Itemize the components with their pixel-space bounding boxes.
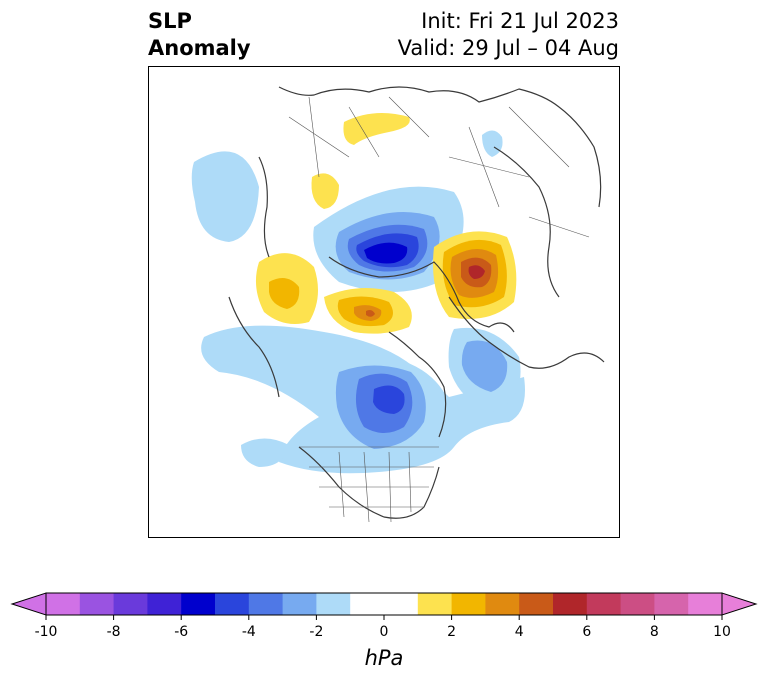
- anomaly-scandinavia: [343, 113, 410, 145]
- colorbar-tick-label: 6: [582, 624, 592, 640]
- anomaly-siberia-peak: [468, 265, 485, 279]
- colorbar-unit: hPa: [364, 646, 404, 670]
- colorbar-tick-label: -10: [34, 624, 58, 640]
- colorbar-cell: [620, 593, 655, 615]
- country-borders: [288, 96, 590, 523]
- anomaly-deep-blue: [356, 233, 419, 414]
- colorbar-over-extension: [721, 592, 758, 616]
- colorbar-cell: [46, 593, 81, 615]
- colorbar-cell: [519, 593, 554, 615]
- anomaly-atlantic-orange: [269, 278, 300, 309]
- colorbar-cell: [79, 593, 115, 615]
- forecast-dates: Init: Fri 21 Jul 2023 Valid: 29 Jul – 04…: [398, 8, 619, 62]
- colorbar-cell: [485, 593, 520, 615]
- colorbar-cell: [181, 593, 216, 615]
- title-line-slp: SLP: [148, 9, 192, 33]
- colorbar-cell: [417, 593, 453, 615]
- map-title: SLP Anomaly: [148, 8, 251, 62]
- colorbar-tick-label: -8: [106, 624, 121, 640]
- colorbar-cell: [654, 593, 689, 615]
- colorbar-cell: [384, 593, 419, 615]
- anomaly-pacific-south: [241, 438, 289, 467]
- colorbar-cell: [553, 593, 588, 615]
- colorbar-cell: [113, 593, 148, 615]
- anomaly-positive: [255, 113, 517, 334]
- anomaly-map: [148, 66, 620, 538]
- anomaly-bering-small: [482, 130, 503, 157]
- colorbar: [10, 592, 758, 620]
- colorbar-ticks: [45, 615, 723, 620]
- anomaly-europe-small: [311, 173, 339, 209]
- anomaly-east-pacific-mid: [461, 340, 508, 392]
- colorbar-cell: [316, 593, 351, 615]
- colorbar-cell: [586, 593, 622, 615]
- colorbar-tick-label: 10: [713, 624, 731, 640]
- colorbar-tick-label: 8: [649, 624, 659, 640]
- colorbar-cell: [248, 593, 284, 615]
- colorbar-cell: [451, 593, 486, 615]
- init-date: Init: Fri 21 Jul 2023: [421, 9, 619, 33]
- map-canvas: [191, 86, 605, 523]
- title-line-anomaly: Anomaly: [148, 36, 251, 60]
- coastlines: [228, 86, 605, 519]
- anomaly-greenland-peak: [366, 310, 375, 317]
- colorbar-cell: [147, 593, 182, 615]
- colorbar-tick-label: 4: [514, 624, 524, 640]
- valid-date: Valid: 29 Jul – 04 Aug: [397, 36, 619, 60]
- colorbar-tick-label: -4: [241, 624, 256, 640]
- anomaly-north-atlantic: [191, 151, 259, 242]
- colorbar-cells: [46, 593, 723, 615]
- colorbar-tick-label: 2: [447, 624, 457, 640]
- colorbar-tick-label: 0: [379, 624, 389, 640]
- colorbar-tick-label: -2: [309, 624, 324, 640]
- colorbar-cell: [350, 593, 385, 615]
- anomaly-canada-core: [373, 385, 405, 414]
- colorbar-cell: [282, 593, 317, 615]
- colorbar-cell: [215, 593, 250, 615]
- colorbar-tick-label: -6: [174, 624, 189, 640]
- colorbar-cell: [688, 593, 723, 615]
- anomaly-barents-peak: [364, 242, 408, 264]
- colorbar-under-extension: [10, 592, 47, 616]
